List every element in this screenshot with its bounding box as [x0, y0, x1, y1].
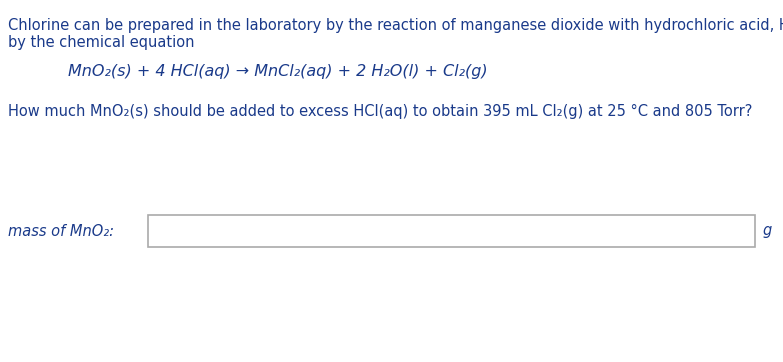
Text: MnO₂(s) + 4 HCl(aq) → MnCl₂(aq) + 2 H₂O(l) + Cl₂(g): MnO₂(s) + 4 HCl(aq) → MnCl₂(aq) + 2 H₂O(…	[68, 64, 488, 79]
Text: g: g	[763, 223, 772, 239]
Bar	[148, 215, 755, 247]
Text: mass of MnO₂:: mass of MnO₂:	[8, 223, 114, 239]
Text: How much MnO₂(s) should be added to excess HCl(aq) to obtain 395 mL Cl₂(g) at 25: How much MnO₂(s) should be added to exce…	[8, 104, 752, 119]
Text: Chlorine can be prepared in the laboratory by the reaction of manganese dioxide : Chlorine can be prepared in the laborato…	[8, 18, 783, 33]
Text: by the chemical equation: by the chemical equation	[8, 35, 194, 50]
